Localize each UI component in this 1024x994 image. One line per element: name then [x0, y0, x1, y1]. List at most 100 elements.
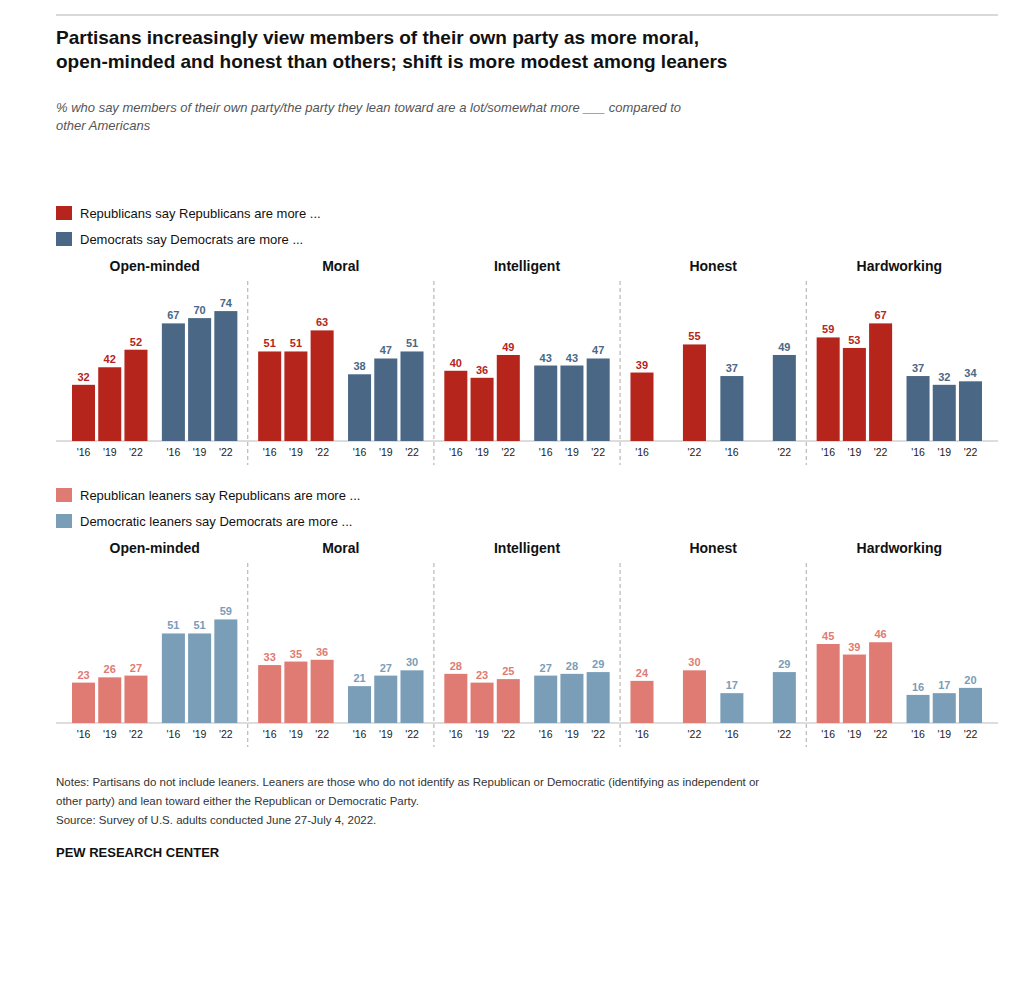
- bar: [817, 644, 840, 723]
- subtitle: % who say members of their own party/the…: [56, 100, 681, 133]
- data-label: 17: [938, 679, 950, 691]
- bar: [284, 662, 307, 723]
- data-label: 51: [264, 337, 276, 349]
- x-tick-label: '22: [315, 728, 329, 740]
- x-tick-label: '22: [874, 446, 888, 458]
- bar: [258, 665, 281, 723]
- bars: [72, 311, 982, 441]
- category-divider: [247, 563, 248, 747]
- data-label: 42: [104, 353, 116, 365]
- data-label: 27: [540, 662, 552, 674]
- bar: [311, 660, 334, 723]
- x-tick-label: '19: [289, 446, 303, 458]
- x-tick-label: '22: [874, 728, 888, 740]
- data-label: 35: [290, 648, 302, 660]
- data-label: 49: [502, 341, 514, 353]
- data-label: 46: [874, 628, 886, 640]
- bar: [720, 376, 743, 441]
- data-label: 51: [167, 619, 179, 631]
- x-tick-label: '16: [635, 728, 649, 740]
- bar: [933, 693, 956, 723]
- data-label: 55: [688, 330, 700, 342]
- category-divider: [620, 281, 621, 465]
- bar: [374, 358, 397, 441]
- bar: [258, 351, 281, 441]
- x-tick-label: '22: [129, 728, 143, 740]
- x-tick-label: '22: [501, 728, 515, 740]
- category-divider: [433, 563, 434, 747]
- data-label: 26: [104, 663, 116, 675]
- x-tick-label: '16: [449, 446, 463, 458]
- data-label: 59: [822, 323, 834, 335]
- bar: [683, 670, 706, 723]
- bar: [959, 381, 982, 441]
- bar: [869, 323, 892, 441]
- data-label: 36: [476, 364, 488, 376]
- category-label: Honest: [689, 258, 737, 274]
- data-label: 32: [938, 371, 950, 383]
- note: Notes: Partisans do not include leaners.…: [56, 776, 759, 788]
- data-label: 23: [476, 669, 488, 681]
- x-tick-label: '16: [539, 446, 553, 458]
- x-tick-label: '16: [821, 728, 835, 740]
- legend-swatch: [56, 232, 72, 246]
- data-label: 40: [450, 357, 462, 369]
- bar: [907, 376, 930, 441]
- x-tick-label: '22: [591, 728, 605, 740]
- data-label: 25: [502, 665, 514, 677]
- x-tick-label: '19: [475, 728, 489, 740]
- x-tick-label: '19: [103, 728, 117, 740]
- data-label: 45: [822, 630, 834, 642]
- data-label: 36: [316, 646, 328, 658]
- x-tick-label: '16: [167, 728, 181, 740]
- x-tick-label: '16: [725, 728, 739, 740]
- bar: [374, 676, 397, 723]
- data-label: 51: [193, 619, 205, 631]
- x-tick-label: '16: [539, 728, 553, 740]
- legend: Republicans say Republicans are more ...…: [56, 206, 321, 247]
- category-label: Hardworking: [857, 258, 943, 274]
- data-label: 28: [450, 660, 462, 672]
- bar: [773, 672, 796, 723]
- category-divider: [433, 281, 434, 465]
- data-label: 27: [130, 662, 142, 674]
- labels: Open-minded23'1626'1927'2251'1651'1959'2…: [77, 540, 978, 740]
- data-label: 49: [778, 341, 790, 353]
- note: Source: Survey of U.S. adults conducted …: [56, 814, 376, 826]
- data-label: 39: [636, 359, 648, 371]
- bar: [497, 355, 520, 441]
- x-tick-label: '22: [219, 446, 233, 458]
- x-tick-label: '22: [964, 446, 978, 458]
- data-label: 39: [848, 641, 860, 653]
- x-tick-label: '19: [848, 728, 862, 740]
- bar: [444, 674, 467, 723]
- x-tick-label: '22: [777, 446, 791, 458]
- x-tick-label: '22: [688, 446, 702, 458]
- background: [0, 0, 1024, 994]
- data-label: 47: [592, 344, 604, 356]
- x-tick-label: '16: [263, 446, 277, 458]
- data-label: 53: [848, 334, 860, 346]
- x-tick-label: '16: [911, 446, 925, 458]
- x-tick-label: '16: [911, 728, 925, 740]
- x-tick-label: '19: [379, 728, 393, 740]
- bar: [124, 350, 147, 441]
- legend-entry: Democrats say Democrats are more ...: [80, 232, 303, 247]
- bar: [720, 693, 743, 723]
- bar: [214, 311, 237, 441]
- bar: [124, 676, 147, 723]
- data-label: 67: [167, 309, 179, 321]
- bar: [560, 366, 583, 441]
- data-label: 30: [406, 656, 418, 668]
- data-label: 38: [353, 360, 365, 372]
- x-tick-label: '16: [77, 446, 91, 458]
- data-label: 24: [636, 667, 649, 679]
- data-label: 37: [912, 362, 924, 374]
- x-tick-label: '22: [219, 728, 233, 740]
- bar: [587, 672, 610, 723]
- x-tick-label: '22: [315, 446, 329, 458]
- bar: [959, 688, 982, 723]
- category-label: Hardworking: [857, 540, 943, 556]
- bar: [534, 366, 557, 441]
- bar: [587, 358, 610, 441]
